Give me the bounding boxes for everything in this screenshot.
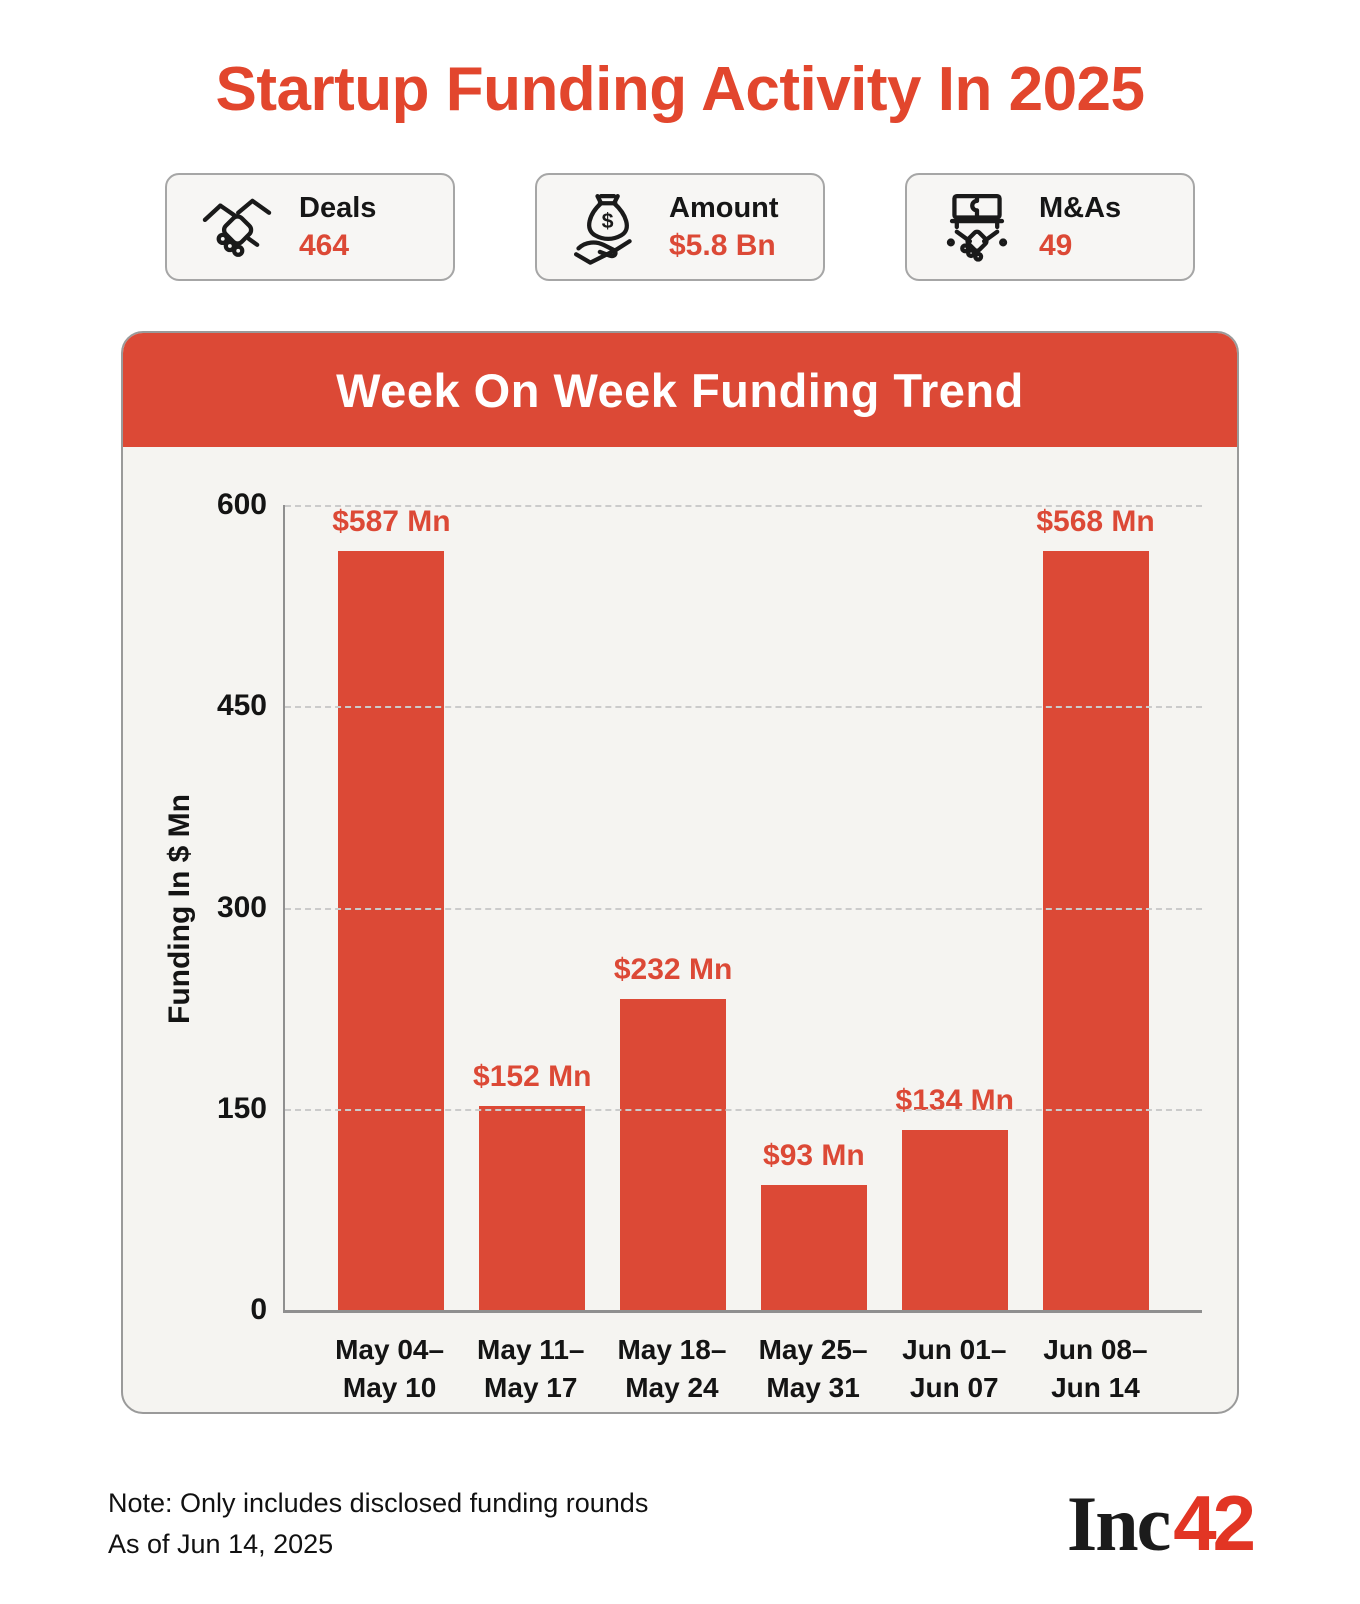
footnote: Note: Only includes disclosed funding ro… (108, 1483, 648, 1564)
x-tick-label: Jun 01– Jun 07 (884, 1331, 1025, 1407)
plot-area: $587 Mn $152 Mn $232 Mn $93 Mn $134 Mn $568 M… (217, 488, 1202, 1326)
bar-May 11–May 17 (479, 1106, 586, 1310)
x-tick-line: May 11– (477, 1334, 585, 1365)
bar-value-label: $93 Mn (763, 1139, 865, 1173)
stat-card-amount: $ Amount $5.8 Bn (535, 173, 825, 281)
inc42-logo-42: 42 (1173, 1479, 1256, 1567)
bar-May 18–May 24 (620, 998, 727, 1310)
footnote-line-2: As of Jun 14, 2025 (108, 1528, 334, 1559)
chart-panel: Week On Week Funding Trend Funding In $ … (121, 331, 1239, 1414)
inc42-logo-inc: Inc (1066, 1480, 1171, 1567)
gridline-600 (285, 505, 1202, 507)
bar-slot: $134 Mn (884, 505, 1025, 1310)
x-tick-line: May 24 (625, 1371, 719, 1403)
bar-Jun 01–Jun 07 (901, 1130, 1008, 1310)
bar-slot: $93 Mn (743, 505, 884, 1310)
x-tick-line: Jun 01– (902, 1334, 1007, 1365)
x-tick-label: May 25– May 31 (743, 1331, 884, 1407)
x-tick-line: May 25– (758, 1334, 868, 1365)
x-tick-line: Jun 14 (1051, 1371, 1140, 1403)
bar-May 04–May 10 (338, 551, 445, 1310)
gridline-150 (285, 1108, 1202, 1111)
page-title: Startup Funding Activity In 2025 (215, 55, 1145, 124)
inc42-logo: Inc 42 (1066, 1479, 1256, 1567)
x-tick-line: Jun 08– (1043, 1334, 1148, 1365)
y-tick-600: 600 (216, 488, 267, 521)
gridline-450 (285, 706, 1202, 709)
y-tick-450: 450 (216, 689, 267, 723)
x-tick-line: May 10 (342, 1371, 437, 1403)
svg-text:$: $ (602, 209, 614, 233)
chart-header: Week On Week Funding Trend (123, 333, 1237, 447)
x-tick-label: Jun 08– Jun 14 (1025, 1331, 1166, 1407)
bar-slot: $568 Mn (1025, 505, 1166, 1310)
stat-label-mas: M&As (1039, 191, 1122, 224)
money-bag-hand-icon: $ (569, 189, 645, 265)
bar-value-label: $232 Mn (613, 952, 733, 986)
bar-May 25–May 31 (760, 1185, 867, 1310)
stat-value-mas: 49 (1039, 229, 1073, 263)
bar-slot: $152 Mn (462, 505, 603, 1310)
x-tick-label: May 04– May 10 (319, 1331, 460, 1407)
stat-label-deals: Deals (299, 191, 377, 224)
stats-row: Deals 464 $ Amount $5.8 Bn (0, 173, 1360, 281)
stat-card-mas: M&As 49 (905, 173, 1195, 281)
footer: Note: Only includes disclosed funding ro… (108, 1479, 1256, 1567)
x-tick-line: May 18– (617, 1334, 727, 1365)
x-tick-label: May 18– May 24 (601, 1331, 742, 1407)
stat-label-amount: Amount (669, 191, 779, 224)
x-tick-line: May 17 (484, 1371, 578, 1403)
stat-text: Amount $5.8 Bn (669, 192, 779, 262)
stat-value-deals: 464 (299, 229, 350, 263)
x-tick-label: May 11– May 17 (460, 1331, 601, 1407)
x-tick-line: Jun 07 (909, 1371, 999, 1403)
handshake-icon (199, 189, 275, 265)
x-labels-row: May 04– May 10 May 11– May 17 May 18– May 24 M… (283, 1331, 1202, 1407)
bar-value-label: $568 Mn (1036, 505, 1155, 538)
chart-title: Week On Week Funding Trend (336, 363, 1024, 417)
bar-value-label: $134 Mn (895, 1084, 1014, 1118)
chart-body: Funding In $ Mn $587 Mn $152 Mn $232 Mn $93… (123, 447, 1237, 1412)
stat-value-amount: $5.8 Bn (669, 229, 776, 263)
gridline-300 (285, 907, 1202, 910)
stat-card-deals: Deals 464 (165, 173, 455, 281)
y-tick-300: 300 (216, 890, 267, 924)
bar-slot: $587 Mn (321, 505, 462, 1310)
y-tick-0: 0 (250, 1293, 267, 1326)
x-tick-line: May 31 (766, 1371, 860, 1403)
bars-row: $587 Mn $152 Mn $232 Mn $93 Mn $134 Mn $568 M… (285, 505, 1202, 1310)
stat-text: M&As 49 (1039, 192, 1121, 262)
x-tick-line: May 04– (335, 1334, 445, 1365)
bar-value-label: $152 Mn (473, 1060, 592, 1094)
merger-puzzle-handshake-icon (939, 189, 1015, 265)
bar-Jun 08–Jun 14 (1042, 551, 1149, 1310)
y-tick-150: 150 (216, 1091, 267, 1125)
bar-value-label: $587 Mn (332, 505, 451, 538)
bar-slot: $232 Mn (603, 505, 744, 1310)
y-axis-title: Funding In $ Mn (163, 794, 196, 1024)
footnote-line-1: Note: Only includes disclosed funding ro… (108, 1488, 649, 1518)
stat-text: Deals 464 (299, 192, 376, 262)
